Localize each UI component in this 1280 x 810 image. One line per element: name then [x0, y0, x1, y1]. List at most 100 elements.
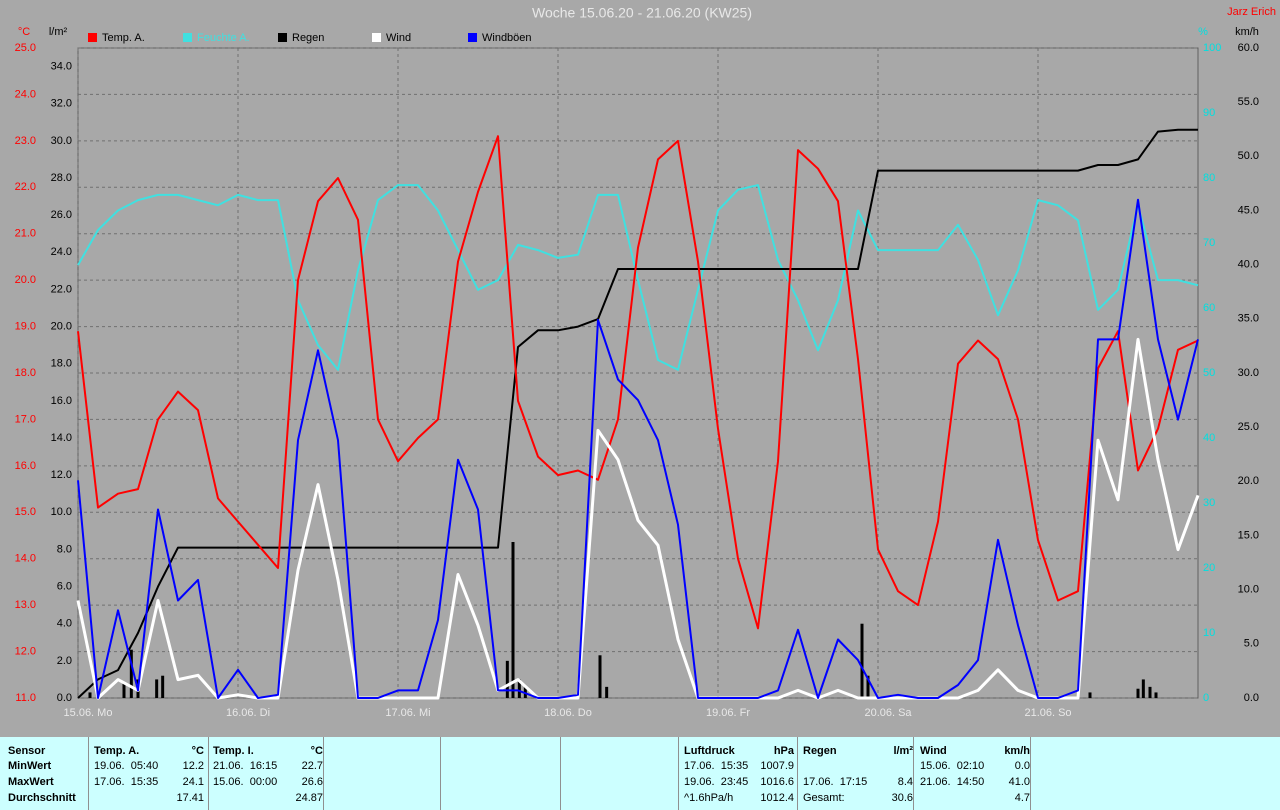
y-tick-label: 45.0	[1238, 204, 1259, 216]
cell-time: 15.06. 00:00	[213, 776, 278, 788]
separator	[1030, 737, 1031, 810]
y-tick-label: 8.0	[57, 543, 72, 555]
separator	[913, 737, 914, 810]
y-tick-label: 25.0	[15, 42, 36, 54]
cell-value: 12.2	[182, 760, 204, 772]
cell-value: 4.7	[1014, 792, 1030, 804]
group-unit: °C	[191, 745, 204, 757]
y-tick-label: 10.0	[1238, 584, 1259, 596]
y-tick-label: 18.0	[15, 367, 36, 379]
legend-label: Windböen	[482, 32, 532, 44]
y-tick-label: 0.0	[57, 692, 72, 704]
x-tick-label: 15.06. Mo	[64, 707, 113, 719]
y-tick-label: 25.0	[1238, 421, 1259, 433]
cell-value: 24.1	[182, 776, 204, 788]
cell-time: 17.06. 17:15	[803, 776, 868, 788]
separator	[440, 737, 441, 810]
rain-bar	[1148, 686, 1152, 698]
x-tick-label: 19.06. Fr	[706, 707, 750, 719]
chart: Woche 15.06.20 - 21.06.20 (KW25) Jarz Er…	[15, 5, 1276, 719]
row-label: Durchschnitt	[8, 792, 76, 804]
y-tick-label: 23.0	[15, 135, 36, 147]
y-tick-label: 40	[1203, 432, 1215, 444]
y-tick-label: 55.0	[1238, 96, 1259, 108]
cell-value: 22.7	[301, 760, 323, 772]
y-tick-label: 0	[1203, 692, 1209, 704]
y-tick-label: 24.0	[51, 246, 72, 258]
cell-time: Gesamt:	[803, 792, 845, 804]
separator	[323, 737, 324, 810]
y-tick-label: 70	[1203, 237, 1215, 249]
separator	[560, 737, 561, 810]
group-unit: °C	[310, 745, 323, 757]
cell-value: 30.6	[891, 792, 913, 804]
group-unit: km/h	[1004, 745, 1030, 757]
rain-bar	[598, 655, 602, 698]
x-tick-label: 20.06. Sa	[864, 707, 912, 719]
y-tick-label: 14.0	[51, 432, 72, 444]
cell-time: 15.06. 02:10	[920, 760, 985, 772]
legend-swatch	[468, 33, 477, 42]
group-unit: hPa	[773, 745, 794, 757]
y-tick-label: 14.0	[15, 553, 36, 565]
y-tick-label: 5.0	[1244, 638, 1259, 650]
y-tick-label: 28.0	[51, 172, 72, 184]
series-line	[77, 135, 1199, 630]
rain-bar	[122, 683, 126, 698]
group-label: Luftdruck	[684, 745, 735, 757]
y-tick-label: 0.0	[1244, 692, 1259, 704]
legend-swatch	[183, 33, 192, 42]
group-label: Regen	[803, 745, 837, 757]
row-label: MinWert	[8, 760, 52, 772]
y-tick-label: 12.0	[15, 645, 36, 657]
rain-bar	[1154, 692, 1158, 698]
cell-value: 17.41	[176, 792, 204, 804]
cell-value: 41.0	[1008, 776, 1030, 788]
cell-time: 21.06. 14:50	[920, 776, 985, 788]
y-tick-label: 50	[1203, 367, 1215, 379]
rain-bar	[161, 675, 165, 698]
x-tick-label: 18.06. Do	[544, 707, 592, 719]
x-tick-label: 16.06. Di	[226, 707, 270, 719]
y-tick-label: 17.0	[15, 413, 36, 425]
y-tick-label: 22.0	[51, 283, 72, 295]
rain-bar	[517, 679, 521, 698]
legend-swatch	[278, 33, 287, 42]
legend-swatch	[372, 33, 381, 42]
legend-label: Feuchte A.	[197, 32, 250, 44]
axis-unit: °C	[18, 26, 30, 38]
cell-value: 8.4	[897, 776, 913, 788]
rain-bar	[860, 623, 864, 698]
cell-value: 0.0	[1014, 760, 1030, 772]
y-tick-label: 100	[1203, 42, 1221, 54]
y-tick-label: 15.0	[15, 506, 36, 518]
cell-time: 19.06. 23:45	[684, 776, 749, 788]
rain-bar	[505, 660, 509, 698]
rain-bar	[511, 542, 515, 698]
rain-bar	[129, 649, 133, 698]
corner-label: Sensor	[8, 745, 46, 757]
y-tick-label: 20.0	[15, 274, 36, 286]
separator	[88, 737, 89, 810]
series-line	[77, 198, 1199, 699]
y-tick-label: 16.0	[51, 395, 72, 407]
rain-bar	[1141, 679, 1145, 698]
y-tick-label: 30.0	[1238, 367, 1259, 379]
cell-time: 17.06. 15:35	[684, 760, 749, 772]
legend-swatch	[88, 33, 97, 42]
series-line	[76, 337, 1200, 700]
y-tick-label: 13.0	[15, 599, 36, 611]
y-tick-label: 60.0	[1238, 42, 1259, 54]
legend-label: Temp. A.	[102, 32, 145, 44]
cell-time: 21.06. 16:15	[213, 760, 278, 772]
y-tick-label: 32.0	[51, 98, 72, 110]
separator	[208, 737, 209, 810]
chart-title: Woche 15.06.20 - 21.06.20 (KW25)	[532, 5, 752, 21]
y-tick-label: 2.0	[57, 655, 72, 667]
stats-table: Sensor MinWert MaxWert Durchschnitt Temp. A.…	[0, 737, 1280, 810]
group-label: Temp. A.	[94, 745, 140, 757]
group-unit: l/m²	[893, 745, 913, 757]
series-line	[77, 184, 1199, 371]
y-tick-label: 12.0	[51, 469, 72, 481]
